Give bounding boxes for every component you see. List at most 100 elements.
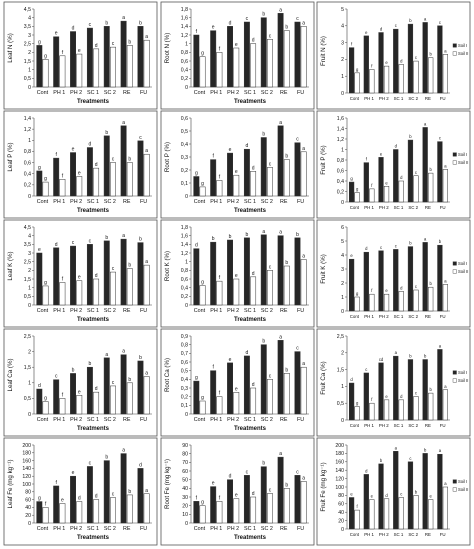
y-tick-label: 1,4 xyxy=(337,126,344,132)
significance-letter: d xyxy=(400,394,403,399)
y-tick-label: 160 xyxy=(22,458,31,464)
y-tick-label: 1 xyxy=(185,259,188,265)
x-axis-title: Treatments xyxy=(234,208,267,214)
category-label: RE xyxy=(123,526,131,532)
y-tick-label: 0,4 xyxy=(181,67,188,73)
bar xyxy=(86,244,93,306)
category-label: SC 1 xyxy=(394,314,404,319)
legend-label: Soil I xyxy=(458,152,467,157)
y-tick-label: 0,2 xyxy=(181,168,188,174)
bar xyxy=(393,149,399,203)
significance-letter: f xyxy=(55,480,57,486)
bar xyxy=(210,159,217,197)
category-label: SC 2 xyxy=(104,526,116,532)
y-tick-label: 40 xyxy=(182,486,188,492)
bar xyxy=(93,48,100,88)
bar xyxy=(193,501,200,524)
bar xyxy=(216,396,223,415)
category-label: RE xyxy=(280,308,288,314)
y-axis-title: Root K (%) xyxy=(164,251,171,281)
category-label: Cont xyxy=(37,90,49,96)
significance-letter: a xyxy=(279,7,282,13)
bar xyxy=(428,392,434,421)
x-axis-title: Treatments xyxy=(234,317,267,323)
significance-letter: c xyxy=(112,380,115,386)
significance-letter: d xyxy=(95,43,98,49)
significance-letter: e xyxy=(212,25,215,31)
bar xyxy=(103,357,110,415)
bar xyxy=(369,69,375,94)
category-label: PH 1 xyxy=(364,532,374,537)
significance-letter: g xyxy=(356,187,359,192)
category-label: Cont xyxy=(37,308,49,314)
y-tick-label: 0,5 xyxy=(337,401,344,407)
y-tick-label: 50 xyxy=(182,477,188,483)
bar xyxy=(250,171,257,197)
y-tick-label: 1 xyxy=(341,74,344,80)
significance-letter: g xyxy=(356,401,359,406)
significance-letter: a xyxy=(302,475,305,481)
significance-letter: a xyxy=(395,445,398,450)
significance-letter: c xyxy=(415,390,417,395)
bar xyxy=(442,284,449,312)
y-tick-label: 70 xyxy=(182,460,188,466)
significance-letter: f xyxy=(219,46,221,52)
significance-letter: c xyxy=(112,157,115,163)
significance-letter: f xyxy=(371,288,373,293)
significance-letter: e xyxy=(212,481,215,487)
bar xyxy=(42,285,49,306)
bar xyxy=(93,278,100,306)
bar xyxy=(120,20,127,88)
significance-letter: f xyxy=(357,504,359,509)
y-tick-label: 0,4 xyxy=(337,179,344,185)
category-label: Cont xyxy=(350,205,360,210)
category-label: SC 2 xyxy=(104,417,116,423)
bar xyxy=(348,382,355,421)
category-label: PH 2 xyxy=(227,308,239,314)
bar xyxy=(407,461,414,530)
significance-letter: g xyxy=(201,51,204,57)
chart-panel: 0 0,1 0,2 0,3 0,4 0,5 0,6 Root P (%) gg Cont f f PH … xyxy=(160,110,315,219)
chart-panel: 0 0,5 1 1,5 2 2,5 Leaf Ca (%) d g Cont c f PH 1 b e PH … xyxy=(3,328,158,437)
y-axis-title: Leaf Fe (mg kg⁻¹) xyxy=(7,460,14,509)
bar xyxy=(110,497,116,524)
significance-letter: f xyxy=(212,154,214,160)
category-label: RE xyxy=(425,314,431,319)
legend-label: Soil II xyxy=(458,160,468,165)
significance-letter: b xyxy=(212,236,215,242)
bar xyxy=(126,494,133,524)
significance-letter: b xyxy=(139,20,142,26)
bar xyxy=(442,389,449,421)
bar xyxy=(398,64,404,94)
significance-letter: e xyxy=(78,389,81,395)
y-axis-title: Leaf Ca (%) xyxy=(7,358,14,391)
bar xyxy=(260,137,267,197)
significance-letter: g xyxy=(201,500,204,506)
y-tick-label: 2,5 xyxy=(24,334,31,340)
category-label: PH 2 xyxy=(227,199,239,205)
chart-panel: 0 1 2 3 4 5 Fruit N (%) f g Cont e f PH 1 d e PH 2 c d SC … xyxy=(316,1,471,110)
category-label: RE xyxy=(123,417,131,423)
significance-letter: e xyxy=(350,492,353,497)
bar xyxy=(277,235,284,306)
category-label: SC 2 xyxy=(104,199,116,205)
x-axis-title: Treatments xyxy=(77,426,110,432)
bar xyxy=(300,481,307,524)
y-axis-title: Root N (%) xyxy=(164,33,171,64)
significance-letter: g xyxy=(38,496,41,502)
panel-border xyxy=(3,437,158,546)
y-tick-label: 4 xyxy=(341,253,344,259)
bar xyxy=(233,174,240,197)
bar xyxy=(300,366,307,415)
significance-letter: c xyxy=(246,469,249,475)
y-tick-label: 0,4 xyxy=(24,172,31,178)
category-label: SC 2 xyxy=(261,417,273,423)
bar xyxy=(267,493,273,524)
bar xyxy=(422,22,428,94)
y-tick-label: 0,4 xyxy=(181,285,188,291)
bar xyxy=(126,162,133,197)
y-axis-title: Leaf N (%) xyxy=(7,33,14,63)
category-label: PH 1 xyxy=(53,526,65,532)
bar xyxy=(283,159,290,197)
y-tick-label: 0,2 xyxy=(181,394,188,400)
